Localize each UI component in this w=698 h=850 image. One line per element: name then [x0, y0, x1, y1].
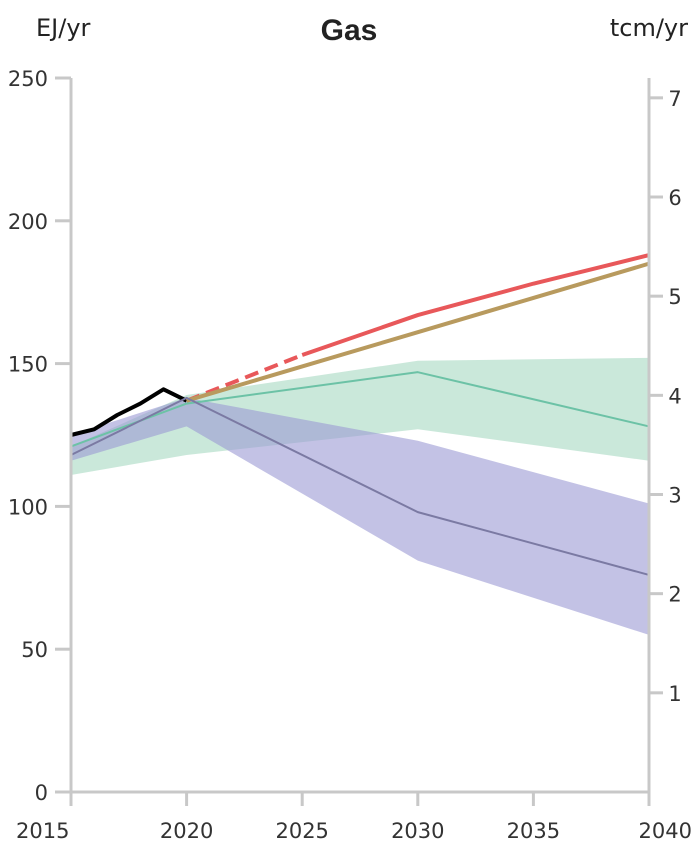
left-tick-label: 200: [8, 210, 48, 234]
x-tick-label: 2025: [275, 819, 328, 843]
right-tick-label: 2: [668, 583, 681, 607]
left-tick-label: 100: [8, 495, 48, 519]
right-axis-unit-label: tcm/yr: [609, 14, 688, 42]
x-tick-label: 2040: [639, 819, 692, 843]
series-line-5: [70, 371, 650, 448]
axes: 0 50 100 150 200 250 1 2 3 4 5 6 7 2015 2020 2025 2030 20…: [8, 67, 692, 843]
right-tick-label: 3: [668, 484, 681, 508]
series-line-4: [186, 261, 650, 403]
x-tick-label: 2035: [507, 819, 560, 843]
left-tick-label: 0: [35, 781, 48, 805]
left-tick-label: 250: [8, 67, 48, 91]
x-tick-label: 2020: [160, 819, 213, 843]
range-band-2: [71, 397, 649, 635]
series-line-6: [70, 396, 650, 576]
series-line-1: [70, 387, 188, 437]
right-tick-label: 6: [668, 186, 681, 210]
right-tick-label: 5: [668, 285, 681, 309]
series-line-3: [301, 253, 650, 357]
chart-title: Gas: [320, 14, 378, 47]
series-lines: [70, 253, 650, 576]
right-tick-label: 4: [668, 384, 681, 408]
left-tick-label: 50: [21, 638, 48, 662]
range-band-1: [71, 357, 649, 475]
left-tick-label: 150: [8, 353, 48, 377]
x-tick-label: 2015: [16, 819, 69, 843]
right-tick-label: 7: [668, 87, 681, 111]
left-axis-unit-label: EJ/yr: [36, 14, 91, 42]
x-tick-label: 2030: [391, 819, 444, 843]
right-tick-label: 1: [668, 682, 681, 706]
range-bands: [71, 357, 649, 635]
